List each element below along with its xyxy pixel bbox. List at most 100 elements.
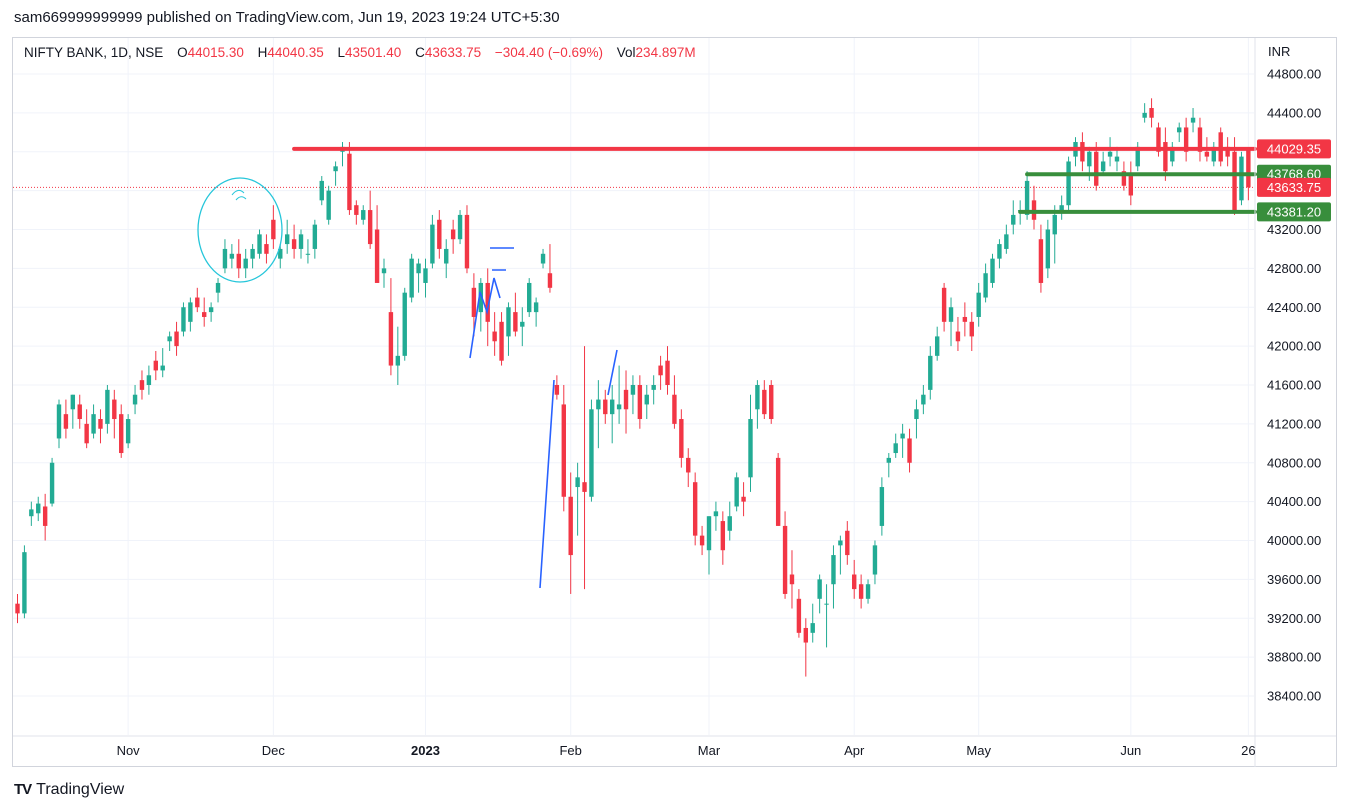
candle-down [1121, 171, 1127, 186]
candle-up [250, 248, 255, 259]
currency-label[interactable]: INR [1268, 44, 1291, 59]
candle-down [291, 239, 297, 249]
candle-up [208, 307, 214, 313]
candle-up [520, 321, 525, 327]
candle-up [727, 516, 732, 531]
candle-up [533, 302, 539, 313]
high-value: 44040.35 [267, 45, 324, 60]
time-tick-label: Apr [844, 743, 865, 758]
candles [15, 98, 1251, 677]
candle-up [706, 516, 712, 551]
grid [13, 38, 1254, 735]
scribble-drawing[interactable] [231, 189, 247, 201]
candle-down [603, 399, 608, 415]
highlight-circle-drawing[interactable] [197, 177, 283, 283]
candle-up [596, 399, 601, 410]
candle-down [637, 385, 643, 420]
candle-up [976, 292, 981, 317]
candle-up [229, 253, 235, 259]
price-tick-label: 39600.00 [1267, 572, 1321, 587]
price-tag-bg [1257, 202, 1331, 222]
candle-up [70, 394, 76, 410]
time-tick-label: Dec [262, 743, 286, 758]
candle-up [831, 555, 836, 585]
price-tick-label: 40400.00 [1267, 494, 1321, 509]
time-axis: Nov Dec 2023 Feb Mar Apr May Jun 26 [117, 743, 1256, 758]
candle-up [589, 409, 594, 497]
volume-label: Vol [616, 45, 636, 60]
candle-up [402, 292, 407, 356]
candle-down [153, 360, 158, 371]
price-axis: 44800.0044400.0044000.0043600.0043200.00… [13, 38, 1336, 767]
candle-up [1170, 146, 1175, 162]
candle-down [492, 331, 497, 342]
candle-down [174, 331, 179, 347]
symbol-label: NIFTY BANK, 1D, NSE [24, 45, 164, 60]
candle-down [561, 404, 566, 497]
candle-up [257, 234, 262, 254]
candle-up [284, 234, 290, 245]
candle-down [236, 253, 241, 269]
price-tick-label: 38800.00 [1267, 650, 1321, 665]
candle-up [430, 224, 435, 264]
candle-down [63, 414, 69, 429]
candle-up [1107, 151, 1113, 157]
tradingview-logo[interactable]: TV TradingView [14, 781, 124, 799]
candle-up [36, 503, 41, 514]
candle-down [623, 389, 629, 410]
candle-up [29, 509, 34, 517]
candle-down [769, 385, 774, 420]
candle-up [609, 399, 615, 415]
candle-up [478, 282, 484, 313]
candle-up [1100, 161, 1106, 172]
candle-up [616, 404, 622, 410]
candle-down [962, 316, 968, 322]
candle-up [948, 307, 954, 322]
candle-down [568, 496, 573, 556]
pattern-marker-drawing[interactable] [490, 247, 514, 271]
candle-down [1156, 127, 1161, 152]
candle-down [547, 273, 553, 288]
candle-down [941, 287, 947, 322]
candle-down [803, 627, 809, 643]
candle-down [858, 584, 864, 599]
candle-down [388, 312, 394, 366]
candle-up [423, 268, 428, 283]
price-tick-label: 44400.00 [1267, 105, 1321, 120]
candle-down [1038, 239, 1044, 283]
candle-up [886, 457, 891, 463]
candle-up [921, 394, 926, 405]
candle-down [1128, 176, 1134, 196]
candle-down [720, 521, 726, 551]
candle-up [278, 248, 283, 259]
candle-down [1080, 142, 1085, 162]
candle-up [734, 477, 739, 507]
candle-up [934, 336, 940, 356]
price-tick-label: 42000.00 [1267, 339, 1321, 354]
price-tag: 44029.35 [1257, 139, 1331, 159]
candle-up [872, 545, 878, 575]
candle-up [243, 258, 248, 269]
candle-down [845, 530, 850, 556]
candle-up [817, 579, 822, 599]
candle-up [381, 268, 387, 274]
price-tag-label: 44029.35 [1267, 141, 1321, 156]
open-label: O [177, 45, 188, 60]
candle-up [1045, 229, 1051, 269]
candle-up [900, 433, 905, 439]
candle-down [699, 535, 705, 546]
candle-up [824, 603, 829, 605]
candle-up [1190, 117, 1196, 123]
pattern-drawing-1[interactable] [469, 277, 501, 359]
pattern-drawing-2[interactable] [539, 349, 618, 589]
price-tick-label: 41200.00 [1267, 416, 1321, 431]
chart-pane[interactable] [12, 37, 1337, 767]
candle-up [312, 224, 318, 249]
volume-value: 234.897M [635, 45, 696, 60]
price-tick-label: 44800.00 [1267, 67, 1321, 82]
candle-up [125, 419, 131, 444]
candle-up [748, 419, 753, 478]
candle-down [969, 321, 974, 337]
